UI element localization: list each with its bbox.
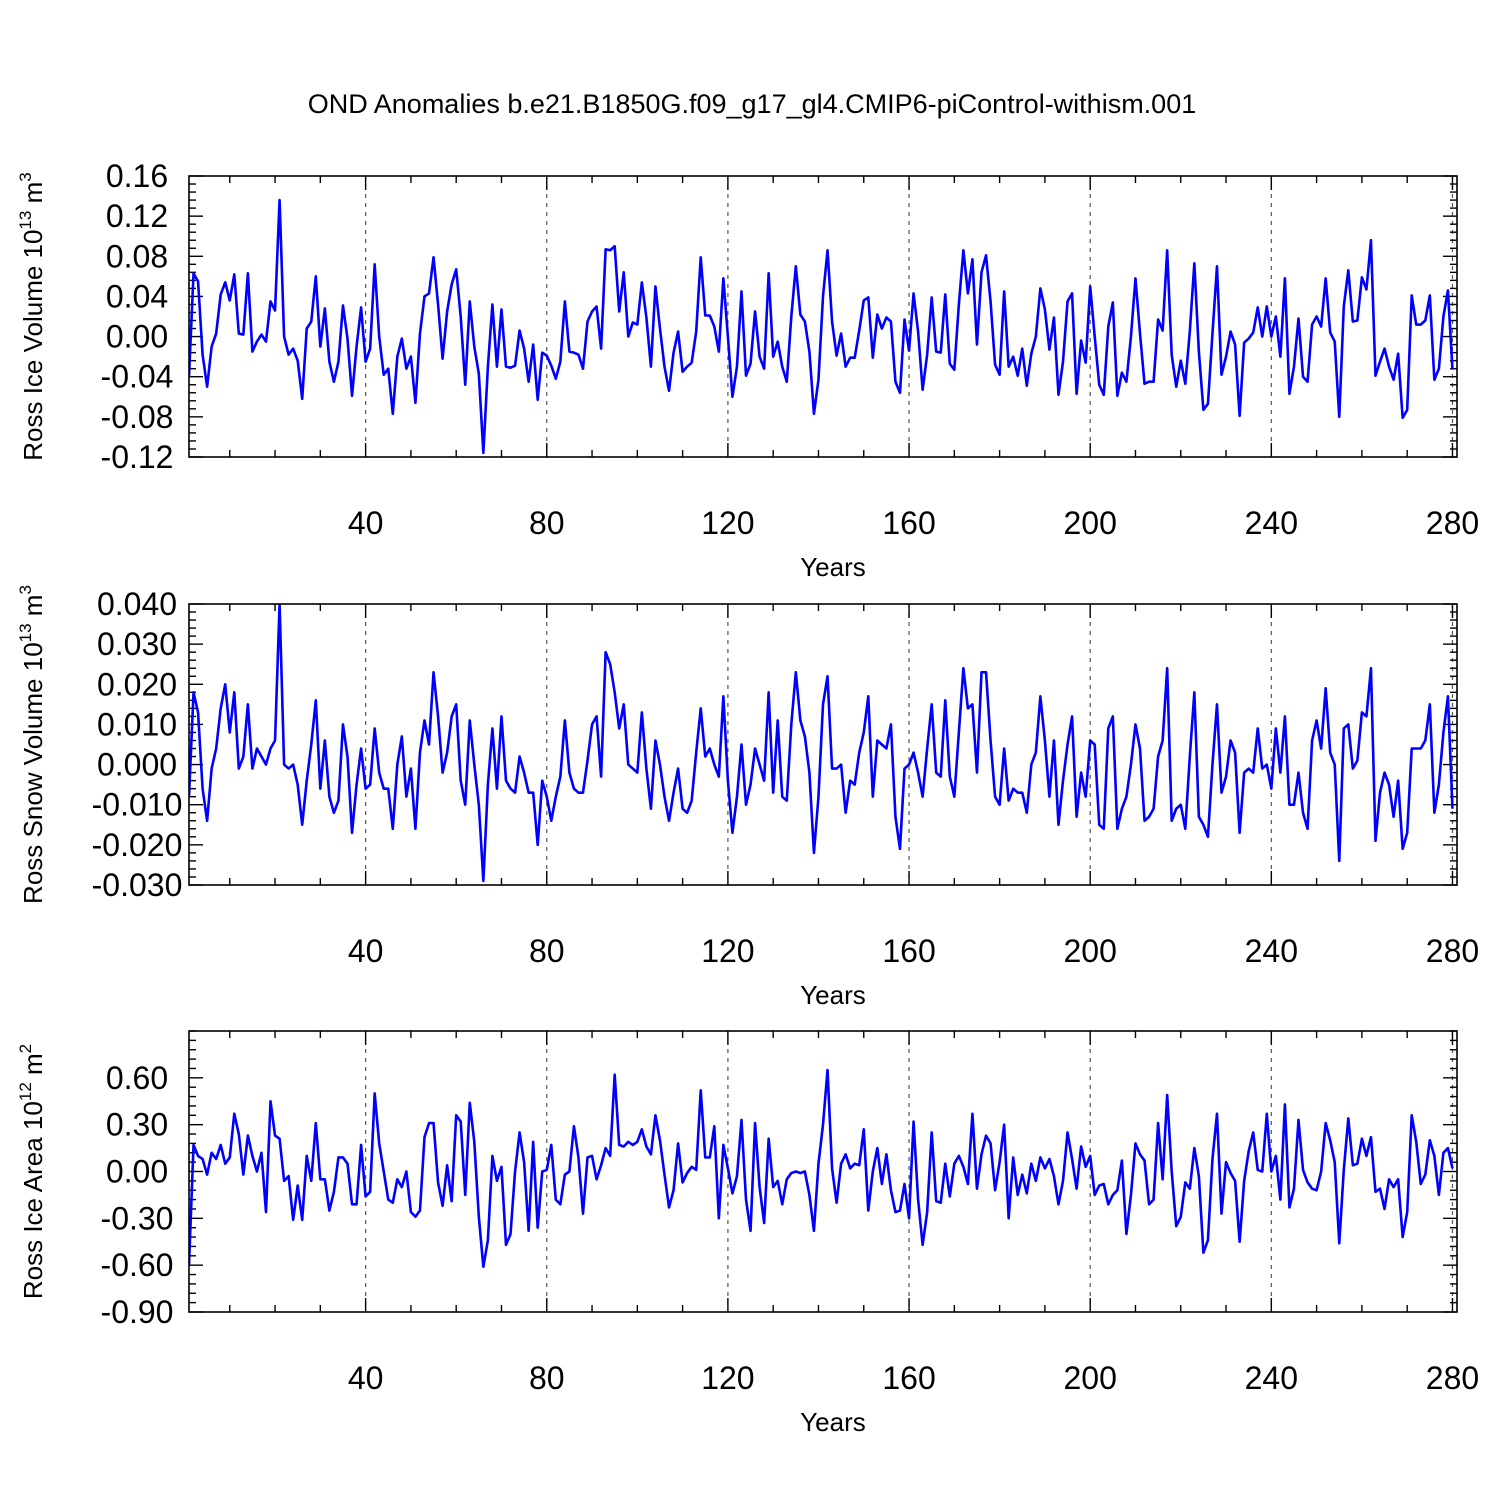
y-tick-label: -0.04: [101, 359, 174, 395]
y-tick-label: -0.08: [101, 399, 174, 435]
x-tick-label: 160: [882, 505, 935, 541]
x-tick-label: 160: [882, 1360, 935, 1396]
y-tick-label: 0.040: [97, 586, 177, 622]
y-tick-label: 0.30: [106, 1107, 168, 1143]
y-axis-label-unit: m: [18, 182, 48, 211]
x-axis-label: Years: [800, 552, 866, 582]
y-tick-label: 0.00: [106, 319, 168, 355]
y-tick-label: -0.010: [92, 787, 183, 823]
plot-frame: [188, 1030, 1458, 1313]
plot-frame: [188, 175, 1458, 458]
panel-1: -0.12 -0.08 -0.04 0.00 0.04 0.08 0.12 0.16 40 80 1…: [16, 158, 1479, 582]
x-tick-label: 80: [529, 505, 565, 541]
y-axis-label-text: Ross Ice Area 10: [18, 1101, 48, 1299]
x-tick-label: 200: [1063, 933, 1116, 969]
y-axis-label-unit-exponent: 3: [16, 585, 35, 594]
x-tick-label: 40: [348, 1360, 384, 1396]
x-axis-label: Years: [800, 980, 866, 1010]
x-tick-label: 120: [701, 933, 754, 969]
x-tick-label: 280: [1426, 1360, 1479, 1396]
y-axis-label-unit-exponent: 2: [16, 1044, 35, 1053]
x-tick-label: 240: [1245, 1360, 1298, 1396]
x-tick-label: 120: [701, 1360, 754, 1396]
y-tick-label: -0.60: [101, 1247, 174, 1283]
plot-frame: [188, 603, 1458, 886]
y-axis-label-exponent: 13: [16, 211, 35, 230]
chart-title: OND Anomalies b.e21.B1850G.f09_g17_gl4.C…: [308, 89, 1196, 119]
series-line: [189, 198, 1454, 455]
y-tick-label: 0.12: [106, 198, 168, 234]
y-tick-label: -0.30: [101, 1200, 174, 1236]
x-tick-label: 240: [1245, 933, 1298, 969]
y-tick-label: 0.030: [97, 626, 177, 662]
y-tick-label: 0.010: [97, 706, 177, 742]
y-tick-label: 0.00: [106, 1154, 168, 1190]
y-tick-label: 0.04: [106, 278, 168, 314]
x-axis-label: Years: [800, 1407, 866, 1437]
x-tick-label: 280: [1426, 505, 1479, 541]
panel-2: -0.030 -0.020 -0.010 0.000 0.010 0.020 0.030 0.…: [16, 585, 1479, 1010]
y-axis-label-exponent: 13: [16, 623, 35, 642]
y-axis-label-text: Ross Snow Volume 10: [18, 642, 48, 904]
y-axis-label-exponent: 12: [16, 1082, 35, 1101]
x-tick-label: 200: [1063, 1360, 1116, 1396]
y-tick-label: 0.08: [106, 238, 168, 274]
y-axis-label-unit-exponent: 3: [16, 172, 35, 181]
x-tick-label: 280: [1426, 933, 1479, 969]
y-tick-label: -0.020: [92, 827, 183, 863]
series-line: [189, 1068, 1454, 1269]
chart-panels: -0.12 -0.08 -0.04 0.00 0.04 0.08 0.12 0.16 40 80 1…: [16, 158, 1479, 1437]
y-axis-label: Ross Ice Area 1012 m2: [16, 1044, 48, 1299]
y-tick-label: -0.90: [101, 1294, 174, 1330]
x-tick-label: 80: [529, 1360, 565, 1396]
y-tick-label: 0.000: [97, 747, 177, 783]
x-tick-label: 200: [1063, 505, 1116, 541]
x-tick-label: 40: [348, 505, 384, 541]
y-axis-label-text: Ross Ice Volume 10: [18, 230, 48, 461]
x-tick-label: 120: [701, 505, 754, 541]
y-tick-label: -0.030: [92, 867, 183, 903]
panel-3: -0.90 -0.60 -0.30 0.00 0.30 0.60 40 80 120 160 200…: [16, 1030, 1479, 1437]
y-axis-label: Ross Snow Volume 1013 m3: [16, 585, 48, 904]
x-tick-label: 40: [348, 933, 384, 969]
y-axis-label: Ross Ice Volume 1013 m3: [16, 172, 48, 461]
x-tick-label: 240: [1245, 505, 1298, 541]
y-axis-label-unit: m: [18, 1053, 48, 1082]
y-tick-label: -0.12: [101, 439, 174, 475]
y-axis-label-unit: m: [18, 595, 48, 624]
series-line: [189, 604, 1454, 883]
y-tick-label: 0.16: [106, 158, 168, 194]
y-tick-label: 0.60: [106, 1060, 168, 1096]
x-tick-label: 160: [882, 933, 935, 969]
y-tick-label: 0.020: [97, 666, 177, 702]
x-tick-label: 80: [529, 933, 565, 969]
